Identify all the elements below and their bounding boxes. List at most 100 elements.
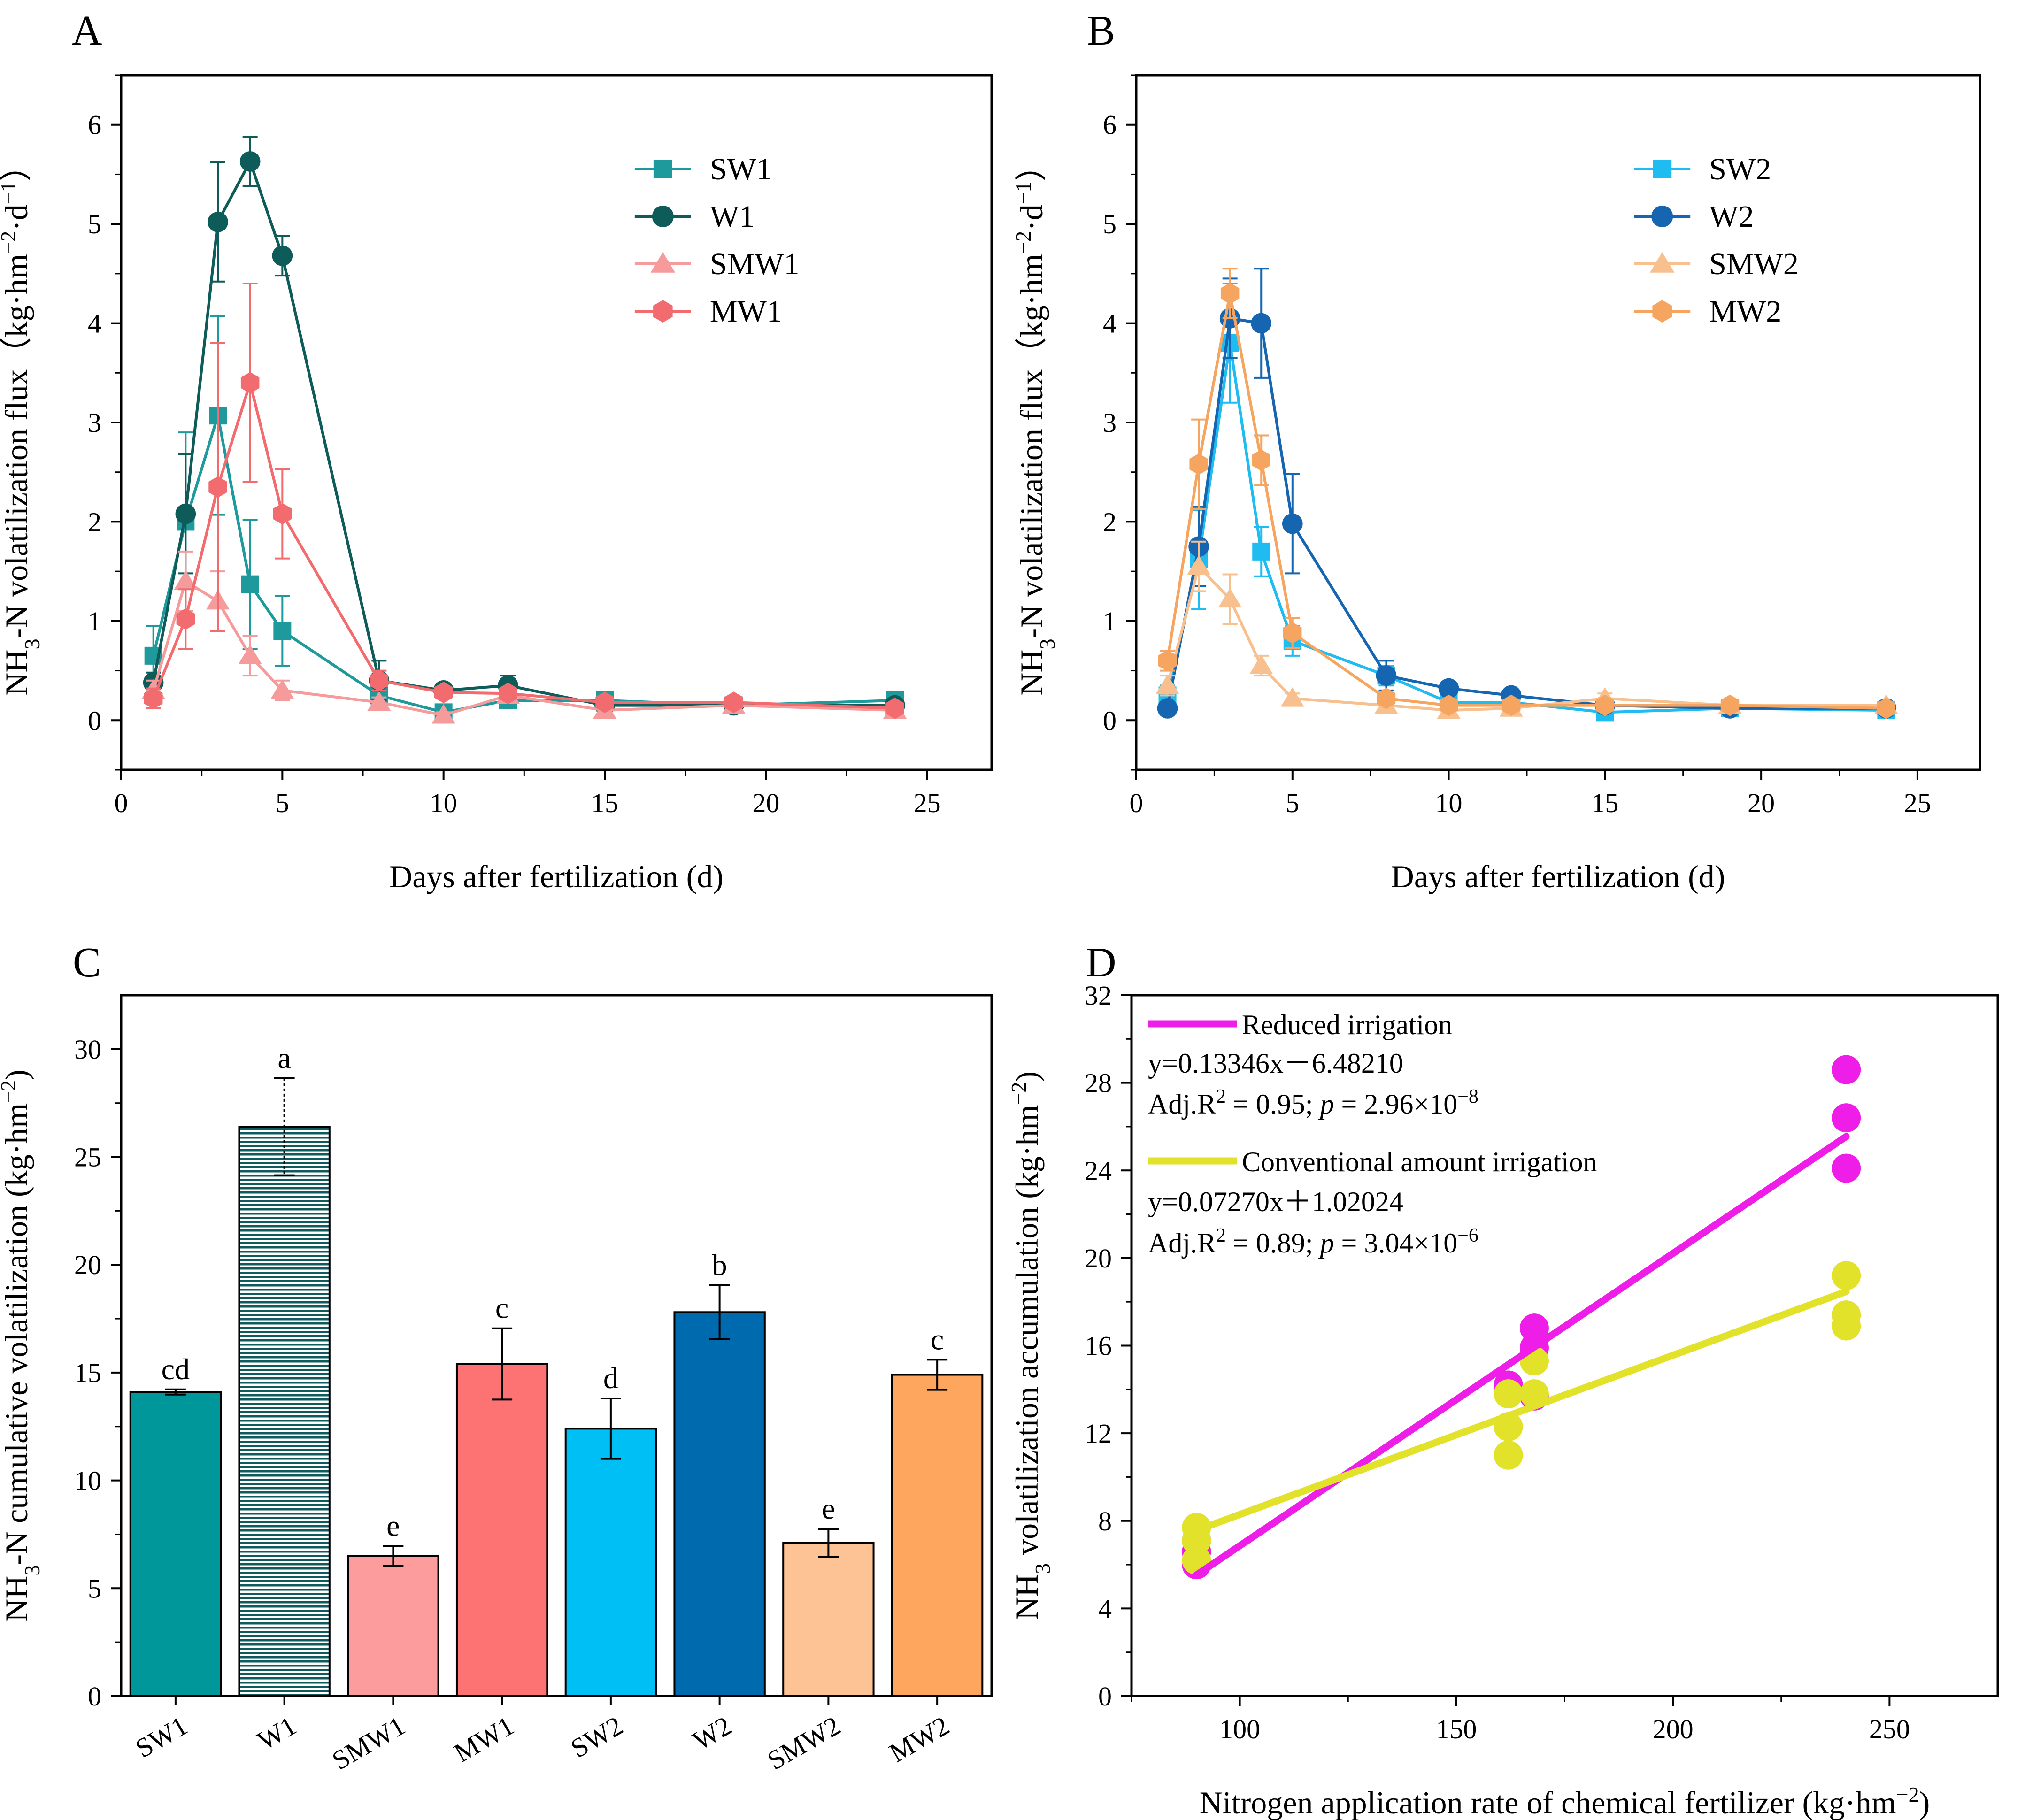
bar-sw1: cd	[129, 1352, 222, 1697]
y-tick-label: 5	[88, 209, 101, 239]
legend-marker	[1653, 160, 1672, 178]
x-tick-label: 15	[591, 788, 618, 818]
y-tick-label: 10	[74, 1466, 101, 1496]
y-tick-label: 0	[1103, 705, 1116, 736]
y-tick-label: 0	[88, 1681, 101, 1712]
y-tick-label: 12	[1085, 1418, 1112, 1449]
y-tick-label: 0	[88, 705, 101, 736]
y-tick-label: 5	[88, 1573, 101, 1604]
y-tick-label: 4	[1098, 1593, 1112, 1624]
data-point	[1877, 698, 1896, 719]
data-point	[273, 503, 292, 525]
legend-item-w2: W2	[1634, 200, 1754, 234]
panel-letter: A	[72, 8, 102, 54]
y-tick-label: 3	[1103, 407, 1116, 438]
data-point	[1832, 1300, 1861, 1330]
y-axis-label: NH3-N volatilization flux（kg·hm−2·d−1）	[1011, 149, 1059, 695]
data-point	[240, 372, 260, 394]
y-tick-label: 0	[1098, 1681, 1112, 1712]
bar	[238, 1126, 331, 1697]
series-line	[1166, 343, 1886, 714]
data-point	[176, 608, 195, 630]
data-point	[1252, 542, 1270, 561]
series-line	[152, 377, 895, 710]
bar	[455, 1363, 548, 1697]
y-tick-label: 5	[1103, 209, 1116, 239]
legend-label: SMW1	[710, 247, 800, 281]
y-tick-label: 1	[1103, 606, 1116, 637]
x-tick-label: SW2	[565, 1710, 628, 1764]
x-tick-label: 0	[115, 788, 128, 818]
x-tick-label: 5	[276, 788, 289, 818]
y-tick-label: 16	[1085, 1331, 1112, 1361]
data-point	[1252, 449, 1270, 471]
series-line	[1166, 293, 1886, 710]
series-line	[152, 158, 895, 707]
significance-letter: e	[822, 1492, 835, 1525]
panel-d: D 100 150 200 250 0 4 8 12 16 20 24 28 32 Reduced irri…	[1007, 939, 1999, 1820]
bar-w1: a	[238, 1041, 331, 1697]
x-tick-label: 10	[430, 788, 457, 818]
data-point	[431, 704, 455, 724]
data-point	[1494, 1440, 1523, 1470]
data-point	[208, 212, 228, 232]
bar-smw1: e	[347, 1509, 439, 1697]
y-axis-label: NH3 volatilization accumulation (kg·hm−2…	[1007, 1071, 1055, 1620]
data-point	[239, 151, 261, 172]
data-point	[595, 691, 614, 713]
series-line	[152, 415, 895, 714]
data-point	[1187, 555, 1211, 575]
y-tick-label: 2	[88, 507, 101, 537]
series-conventional-irrigation	[1182, 1261, 1861, 1575]
bar-smw2: e	[782, 1492, 875, 1697]
x-tick-label: 100	[1219, 1714, 1260, 1744]
bar	[564, 1428, 657, 1697]
legend-marker	[652, 206, 674, 227]
bar	[129, 1391, 222, 1697]
data-point	[238, 645, 262, 664]
legend-marker	[653, 160, 672, 178]
significance-letter: a	[277, 1041, 291, 1075]
significance-letter: cd	[162, 1352, 190, 1386]
plot-frame	[120, 74, 993, 771]
data-point	[1595, 694, 1615, 716]
y-tick-label: 28	[1085, 1068, 1112, 1098]
significance-letter: d	[603, 1361, 618, 1395]
data-point	[272, 245, 293, 266]
bar	[782, 1542, 875, 1697]
data-point	[1158, 650, 1177, 672]
x-tick-label: 0	[1130, 788, 1143, 818]
data-point	[1251, 313, 1272, 334]
legend-item-smw2: SMW2	[1634, 247, 1799, 281]
legend-marker	[1651, 206, 1673, 227]
bar-w2: b	[673, 1248, 766, 1697]
data-point	[1832, 1153, 1861, 1183]
series-mw2	[1158, 268, 1896, 719]
significance-letter: c	[931, 1322, 944, 1356]
panel-letter: C	[73, 939, 101, 986]
data-point	[1157, 698, 1178, 719]
legend-label: Reduced irrigation	[1242, 1009, 1452, 1040]
fit-statistics: Adj.R2 = 0.89; p = 3.04×10−6	[1148, 1225, 1478, 1259]
y-tick-label: 6	[1103, 110, 1116, 140]
y-tick-label: 4	[1103, 308, 1116, 339]
data-point	[1832, 1261, 1861, 1290]
data-point	[499, 683, 517, 704]
data-point	[270, 679, 294, 699]
x-tick-label: W1	[252, 1710, 301, 1756]
significance-letter: b	[712, 1248, 727, 1282]
series-w1	[143, 136, 905, 716]
data-point	[1438, 678, 1459, 699]
bar-mw1: c	[455, 1291, 548, 1697]
x-tick-label: 20	[1748, 788, 1775, 818]
y-tick-label: 6	[88, 110, 101, 140]
x-axis-label: Days after fertilization (d)	[389, 859, 724, 894]
panel-c: C 0 5 10 15 20 25 30 cd SW1 a W1 e SMW1 c MW1 d SW2 b W2 e SM…	[0, 939, 993, 1776]
data-point	[1501, 694, 1521, 716]
x-tick-label: 25	[914, 788, 941, 818]
x-tick-label: 250	[1869, 1714, 1910, 1744]
legend-label: MW2	[1709, 294, 1781, 329]
series-mw1	[144, 283, 904, 719]
significance-letter: c	[495, 1291, 508, 1325]
